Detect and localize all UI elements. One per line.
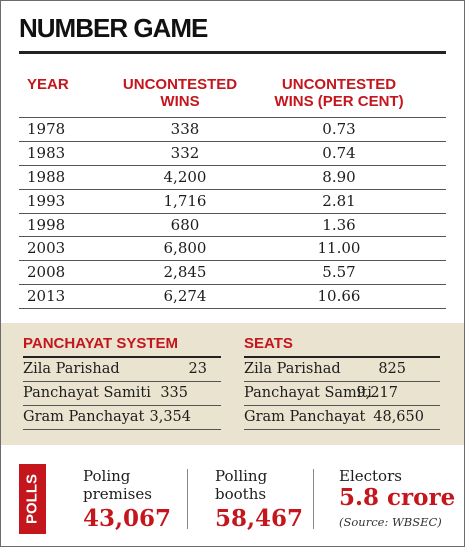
divider (313, 469, 314, 529)
cell-wins: 338 (170, 120, 200, 138)
col-header-uncontested-percent: UNCONTESTED WINS (PER CENT) (269, 76, 409, 110)
cell-wins: 4,200 (163, 167, 207, 186)
cell-percent: 2.81 (322, 191, 356, 210)
cell-year: 1978 (27, 120, 66, 138)
cell-year: 1993 (27, 191, 66, 210)
col-header-wins-line1: UNCONTESTED (122, 76, 238, 93)
seats-rule (244, 356, 440, 358)
table-row: 1998 680 1.36 (19, 214, 446, 238)
col-header-year: YEAR (27, 76, 69, 93)
divider (187, 469, 188, 529)
panchayat-value: 335 (160, 385, 188, 401)
booths-label: Polling booths (215, 467, 267, 503)
list-item: Zila Parishad 23 (23, 358, 221, 382)
table-row: 1978 338 0.73 (19, 117, 446, 142)
cell-year: 1988 (27, 167, 66, 186)
cell-year: 1983 (27, 143, 66, 162)
premises-label: Poling premises (83, 467, 152, 503)
cell-wins: 1,716 (163, 191, 207, 210)
uncontested-table: 1978 338 0.73 1983 332 0.74 1988 4,200 8… (19, 117, 446, 310)
table-row: 2003 6,800 11.00 (19, 237, 446, 262)
panchayat-panel: PANCHAYAT SYSTEM Zila Parishad 23 Pancha… (1, 323, 464, 445)
seats-name: Gram Panchayat (244, 409, 366, 425)
panchayat-value: 23 (188, 361, 207, 377)
page-title: NUMBER GAME (19, 13, 208, 43)
panchayat-rule (23, 356, 221, 358)
table-row: 1983 332 0.74 (19, 142, 446, 166)
source-note: (Source: WBSEC) (339, 515, 442, 529)
seats-name: Panchayat Samiti (244, 385, 372, 401)
list-item: Gram Panchayat 48,650 (244, 406, 440, 430)
cell-percent: 11.00 (317, 239, 361, 258)
table-row: 2008 2,845 5.57 (19, 261, 446, 286)
table-row: 1993 1,716 2.81 (19, 190, 446, 214)
cell-percent: 0.74 (322, 143, 356, 162)
col-header-uncontested-wins: UNCONTESTED WINS (114, 76, 246, 110)
list-item: Panchayat Samiti 335 (23, 382, 221, 406)
premises-label-line1: Poling (83, 467, 131, 485)
list-item: Zila Parishad 825 (244, 358, 440, 382)
cell-percent: 5.57 (322, 263, 356, 282)
cell-percent: 1.36 (322, 215, 356, 234)
polls-label: POLLS (23, 473, 41, 525)
seats-value: 825 (378, 361, 406, 377)
cell-percent: 10.66 (317, 287, 361, 306)
panchayat-name: Gram Panchayat (23, 409, 145, 425)
col-header-wins-line2: WINS (160, 93, 200, 110)
table-row: 2013 6,274 10.66 (19, 285, 446, 310)
premises-value: 43,067 (83, 505, 172, 532)
panchayat-name: Zila Parishad (23, 361, 120, 377)
list-item: Gram Panchayat 3,354 (23, 406, 221, 430)
seats-heading: SEATS (244, 335, 293, 352)
cell-wins: 6,274 (163, 287, 207, 306)
title-rule (19, 51, 446, 54)
col-header-pct-line2: WINS (PER CENT) (274, 93, 404, 110)
col-header-pct-line1: UNCONTESTED (281, 76, 397, 93)
cell-wins: 332 (170, 143, 200, 162)
cell-wins: 2,845 (163, 263, 207, 282)
premises-label-line2: premises (83, 485, 152, 503)
seats-value: 9,217 (356, 385, 398, 401)
cell-year: 1998 (27, 215, 66, 234)
cell-wins: 6,800 (163, 239, 207, 258)
electors-value: 5.8 crore (339, 484, 456, 511)
cell-year: 2008 (27, 263, 66, 282)
seats-value: 48,650 (373, 409, 424, 425)
polls-badge (19, 464, 46, 534)
booths-label-line2: booths (215, 485, 267, 503)
electors-label: Electors (339, 467, 402, 485)
panchayat-heading: PANCHAYAT SYSTEM (23, 335, 179, 352)
panchayat-value: 3,354 (149, 409, 191, 425)
cell-year: 2003 (27, 239, 66, 258)
booths-label-line1: Polling (215, 467, 268, 485)
list-item: Panchayat Samiti 9,217 (244, 382, 440, 406)
table-row: 1988 4,200 8.90 (19, 166, 446, 190)
cell-year: 2013 (27, 287, 66, 306)
cell-wins: 680 (170, 215, 200, 234)
panchayat-name: Panchayat Samiti (23, 385, 151, 401)
cell-percent: 0.73 (322, 120, 356, 138)
seats-name: Zila Parishad (244, 361, 341, 377)
booths-value: 58,467 (215, 505, 304, 532)
cell-percent: 8.90 (322, 167, 356, 186)
